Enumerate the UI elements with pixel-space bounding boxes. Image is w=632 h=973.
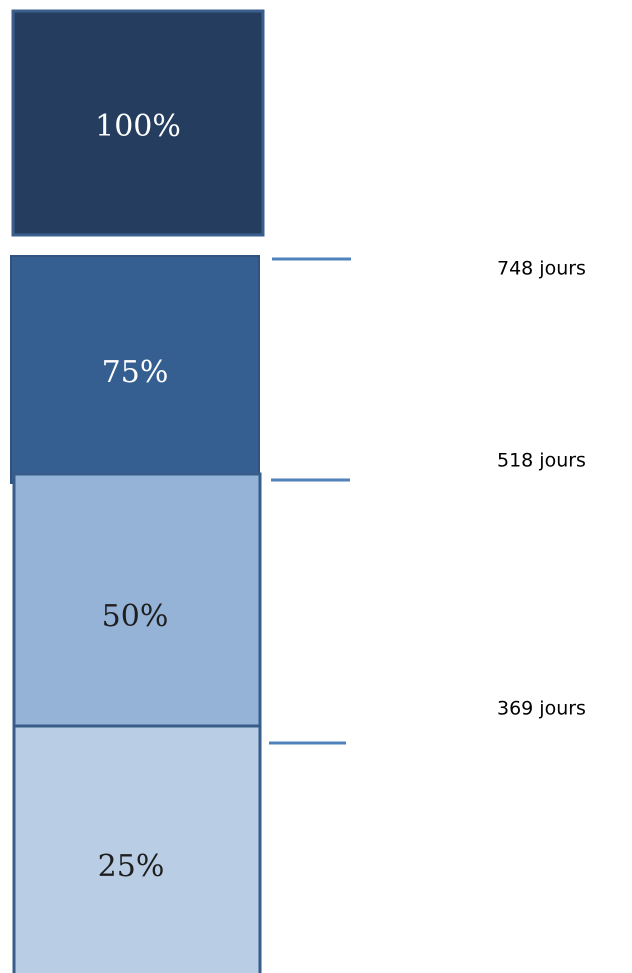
box: 25%: [12, 724, 262, 973]
box-rect: [12, 724, 262, 973]
box-rect: [11, 9, 265, 237]
annotation: 748 jours: [497, 258, 586, 280]
annotation: 369 jours: [497, 698, 586, 720]
annotation: 518 jours: [497, 450, 586, 472]
box-label: 100%: [95, 109, 181, 144]
box-label: 75%: [102, 355, 169, 390]
box: 75%: [10, 255, 260, 484]
box-label: 25%: [98, 849, 165, 884]
box-label: 50%: [102, 599, 169, 634]
box: 100%: [11, 9, 265, 237]
box-rect: [10, 255, 260, 484]
box-rect: [12, 472, 262, 728]
box: 50%: [12, 472, 262, 728]
